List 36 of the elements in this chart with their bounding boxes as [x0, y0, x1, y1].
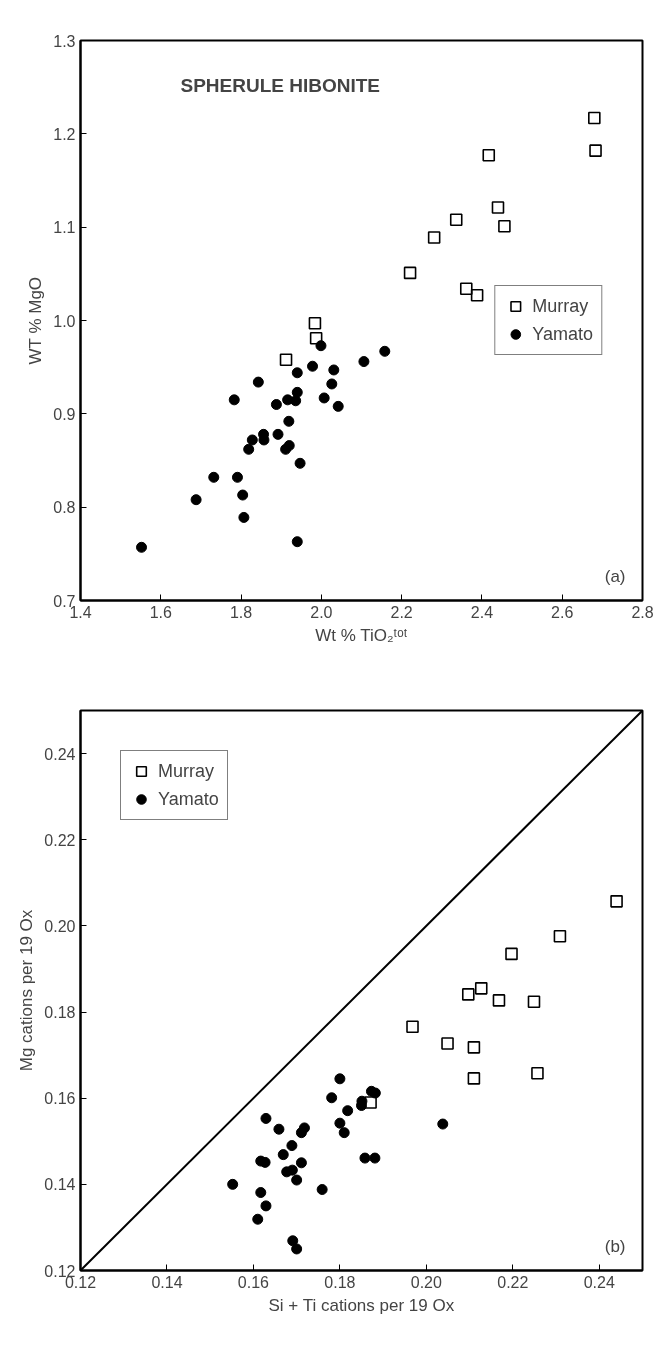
legend-label: Murray — [532, 295, 589, 317]
x-tick-label: 1.6 — [149, 603, 173, 621]
x-axis-title: Si + Ti cations per 19 Ox — [268, 1295, 455, 1315]
y-tick-label: 1.1 — [53, 219, 76, 237]
y-tick-label: 0.24 — [44, 745, 76, 763]
y-tick-label: 0.20 — [44, 917, 76, 935]
x-tick-label: 2.8 — [631, 603, 654, 621]
legend-label: Murray — [158, 760, 215, 782]
x-tick-label: 0.14 — [151, 1273, 183, 1291]
y-axis-title: WT % MgO — [26, 276, 46, 365]
y-axis-title: Mg cations per 19 Ox — [17, 909, 37, 1072]
y-tick-label: 0.8 — [53, 499, 76, 517]
y-tick-label: 1.3 — [53, 32, 76, 50]
x-axis-title: Wt % TiO₂ᵗᵒᵗ — [315, 625, 408, 645]
x-tick-label: 0.24 — [583, 1273, 615, 1291]
y-tick-label: 0.18 — [44, 1004, 76, 1022]
legend-label: Yamato — [158, 788, 219, 810]
x-tick-label: 0.20 — [410, 1273, 443, 1291]
y-tick-label: 1.0 — [53, 312, 76, 330]
annotation: (b) — [604, 1236, 626, 1256]
y-tick-label: 0.22 — [44, 831, 76, 849]
y-tick-label: 0.16 — [44, 1090, 76, 1108]
y-tick-label: 0.14 — [44, 1176, 76, 1194]
y-tick-label: 0.9 — [53, 405, 76, 423]
annotation: (a) — [604, 566, 626, 586]
x-tick-label: 0.18 — [324, 1273, 356, 1291]
x-tick-label: 0.16 — [237, 1273, 270, 1291]
y-tick-label: 1.2 — [53, 125, 76, 143]
x-tick-label: 2.0 — [310, 603, 333, 621]
x-tick-label: 1.8 — [229, 603, 253, 621]
x-tick-label: 2.6 — [551, 603, 574, 621]
x-tick-label: 2.2 — [390, 603, 413, 621]
text: SPHERULE HIBONITE — [180, 75, 381, 96]
legend-label: Yamato — [532, 323, 593, 345]
x-tick-label: 2.4 — [470, 603, 494, 621]
x-tick-label: 0.22 — [497, 1273, 529, 1291]
